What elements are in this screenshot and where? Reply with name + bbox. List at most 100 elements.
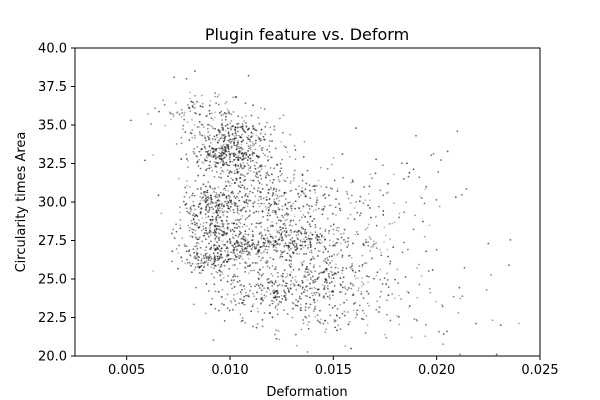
data-point bbox=[361, 277, 364, 279]
data-point bbox=[310, 249, 313, 252]
data-point bbox=[244, 240, 247, 243]
data-point bbox=[307, 212, 310, 215]
data-point bbox=[275, 290, 278, 293]
data-point bbox=[344, 293, 347, 296]
data-point bbox=[191, 231, 194, 234]
data-point bbox=[397, 282, 399, 284]
data-point bbox=[247, 251, 250, 253]
data-point bbox=[230, 145, 233, 148]
data-point bbox=[286, 176, 289, 179]
data-point bbox=[279, 162, 282, 165]
data-point bbox=[222, 222, 225, 225]
data-point bbox=[309, 237, 312, 240]
data-point bbox=[214, 154, 217, 157]
data-point bbox=[269, 256, 272, 259]
data-point bbox=[228, 199, 231, 202]
data-point bbox=[193, 134, 196, 137]
data-point bbox=[294, 149, 297, 151]
data-point bbox=[385, 283, 388, 286]
data-point bbox=[362, 297, 365, 300]
data-point bbox=[180, 158, 183, 160]
data-point bbox=[201, 124, 204, 126]
data-point bbox=[227, 205, 229, 208]
data-point bbox=[240, 166, 242, 168]
data-point bbox=[265, 291, 268, 293]
data-point bbox=[383, 226, 386, 229]
data-point bbox=[209, 194, 212, 197]
data-point bbox=[325, 280, 328, 282]
data-point bbox=[331, 306, 334, 309]
data-point bbox=[180, 108, 183, 111]
data-point bbox=[275, 295, 278, 298]
data-point bbox=[353, 275, 356, 278]
data-point bbox=[236, 145, 238, 148]
data-point bbox=[326, 217, 329, 220]
data-point bbox=[284, 224, 287, 227]
data-point bbox=[207, 123, 209, 126]
data-point bbox=[288, 264, 291, 266]
data-point bbox=[227, 147, 230, 150]
data-point bbox=[307, 244, 310, 247]
data-point bbox=[247, 257, 250, 260]
data-point bbox=[247, 164, 250, 167]
data-point bbox=[272, 188, 275, 191]
data-point bbox=[314, 224, 317, 226]
data-point bbox=[327, 259, 329, 261]
data-point bbox=[186, 160, 189, 162]
data-point bbox=[219, 225, 221, 228]
data-point bbox=[226, 293, 229, 296]
data-point bbox=[354, 301, 357, 304]
data-point bbox=[338, 203, 341, 205]
data-point bbox=[241, 258, 244, 261]
data-point bbox=[222, 223, 225, 226]
data-point bbox=[315, 204, 318, 206]
data-point bbox=[160, 212, 163, 215]
data-point bbox=[346, 193, 349, 196]
data-point bbox=[184, 245, 187, 248]
data-point bbox=[279, 228, 282, 231]
data-point bbox=[221, 223, 224, 226]
data-point bbox=[193, 147, 196, 150]
data-point bbox=[342, 276, 345, 279]
data-point bbox=[369, 173, 372, 176]
data-point bbox=[219, 161, 222, 163]
data-point bbox=[222, 157, 225, 160]
data-point bbox=[217, 155, 220, 158]
data-point bbox=[323, 281, 326, 283]
data-point bbox=[240, 136, 243, 139]
data-point bbox=[214, 201, 217, 204]
data-point bbox=[314, 231, 317, 234]
data-point bbox=[295, 234, 298, 237]
data-point bbox=[217, 248, 219, 250]
data-point bbox=[193, 251, 196, 254]
data-point bbox=[205, 197, 207, 200]
data-point bbox=[238, 221, 241, 224]
data-point bbox=[223, 303, 225, 306]
data-point bbox=[232, 264, 234, 267]
data-point bbox=[226, 307, 229, 310]
data-point bbox=[197, 242, 200, 245]
data-point bbox=[253, 295, 256, 298]
data-point bbox=[266, 214, 269, 217]
data-point bbox=[388, 222, 391, 225]
data-point bbox=[288, 259, 291, 262]
data-point bbox=[288, 249, 291, 252]
data-point bbox=[289, 274, 292, 277]
data-point bbox=[232, 208, 235, 211]
data-point bbox=[349, 201, 352, 204]
data-point bbox=[239, 262, 241, 265]
data-point bbox=[276, 308, 279, 311]
data-point bbox=[408, 305, 411, 307]
data-point bbox=[339, 209, 342, 212]
data-point bbox=[259, 174, 262, 177]
data-point bbox=[220, 205, 223, 208]
data-point bbox=[276, 242, 278, 245]
data-point bbox=[243, 120, 245, 122]
data-point bbox=[229, 205, 232, 208]
data-point bbox=[225, 150, 227, 153]
data-point bbox=[218, 236, 221, 239]
data-point bbox=[209, 259, 212, 262]
data-point bbox=[257, 284, 260, 287]
data-point bbox=[239, 254, 242, 257]
data-point bbox=[275, 250, 278, 253]
